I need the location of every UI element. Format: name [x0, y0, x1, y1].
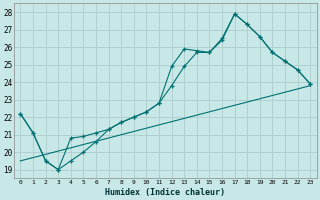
X-axis label: Humidex (Indice chaleur): Humidex (Indice chaleur) — [105, 188, 225, 197]
